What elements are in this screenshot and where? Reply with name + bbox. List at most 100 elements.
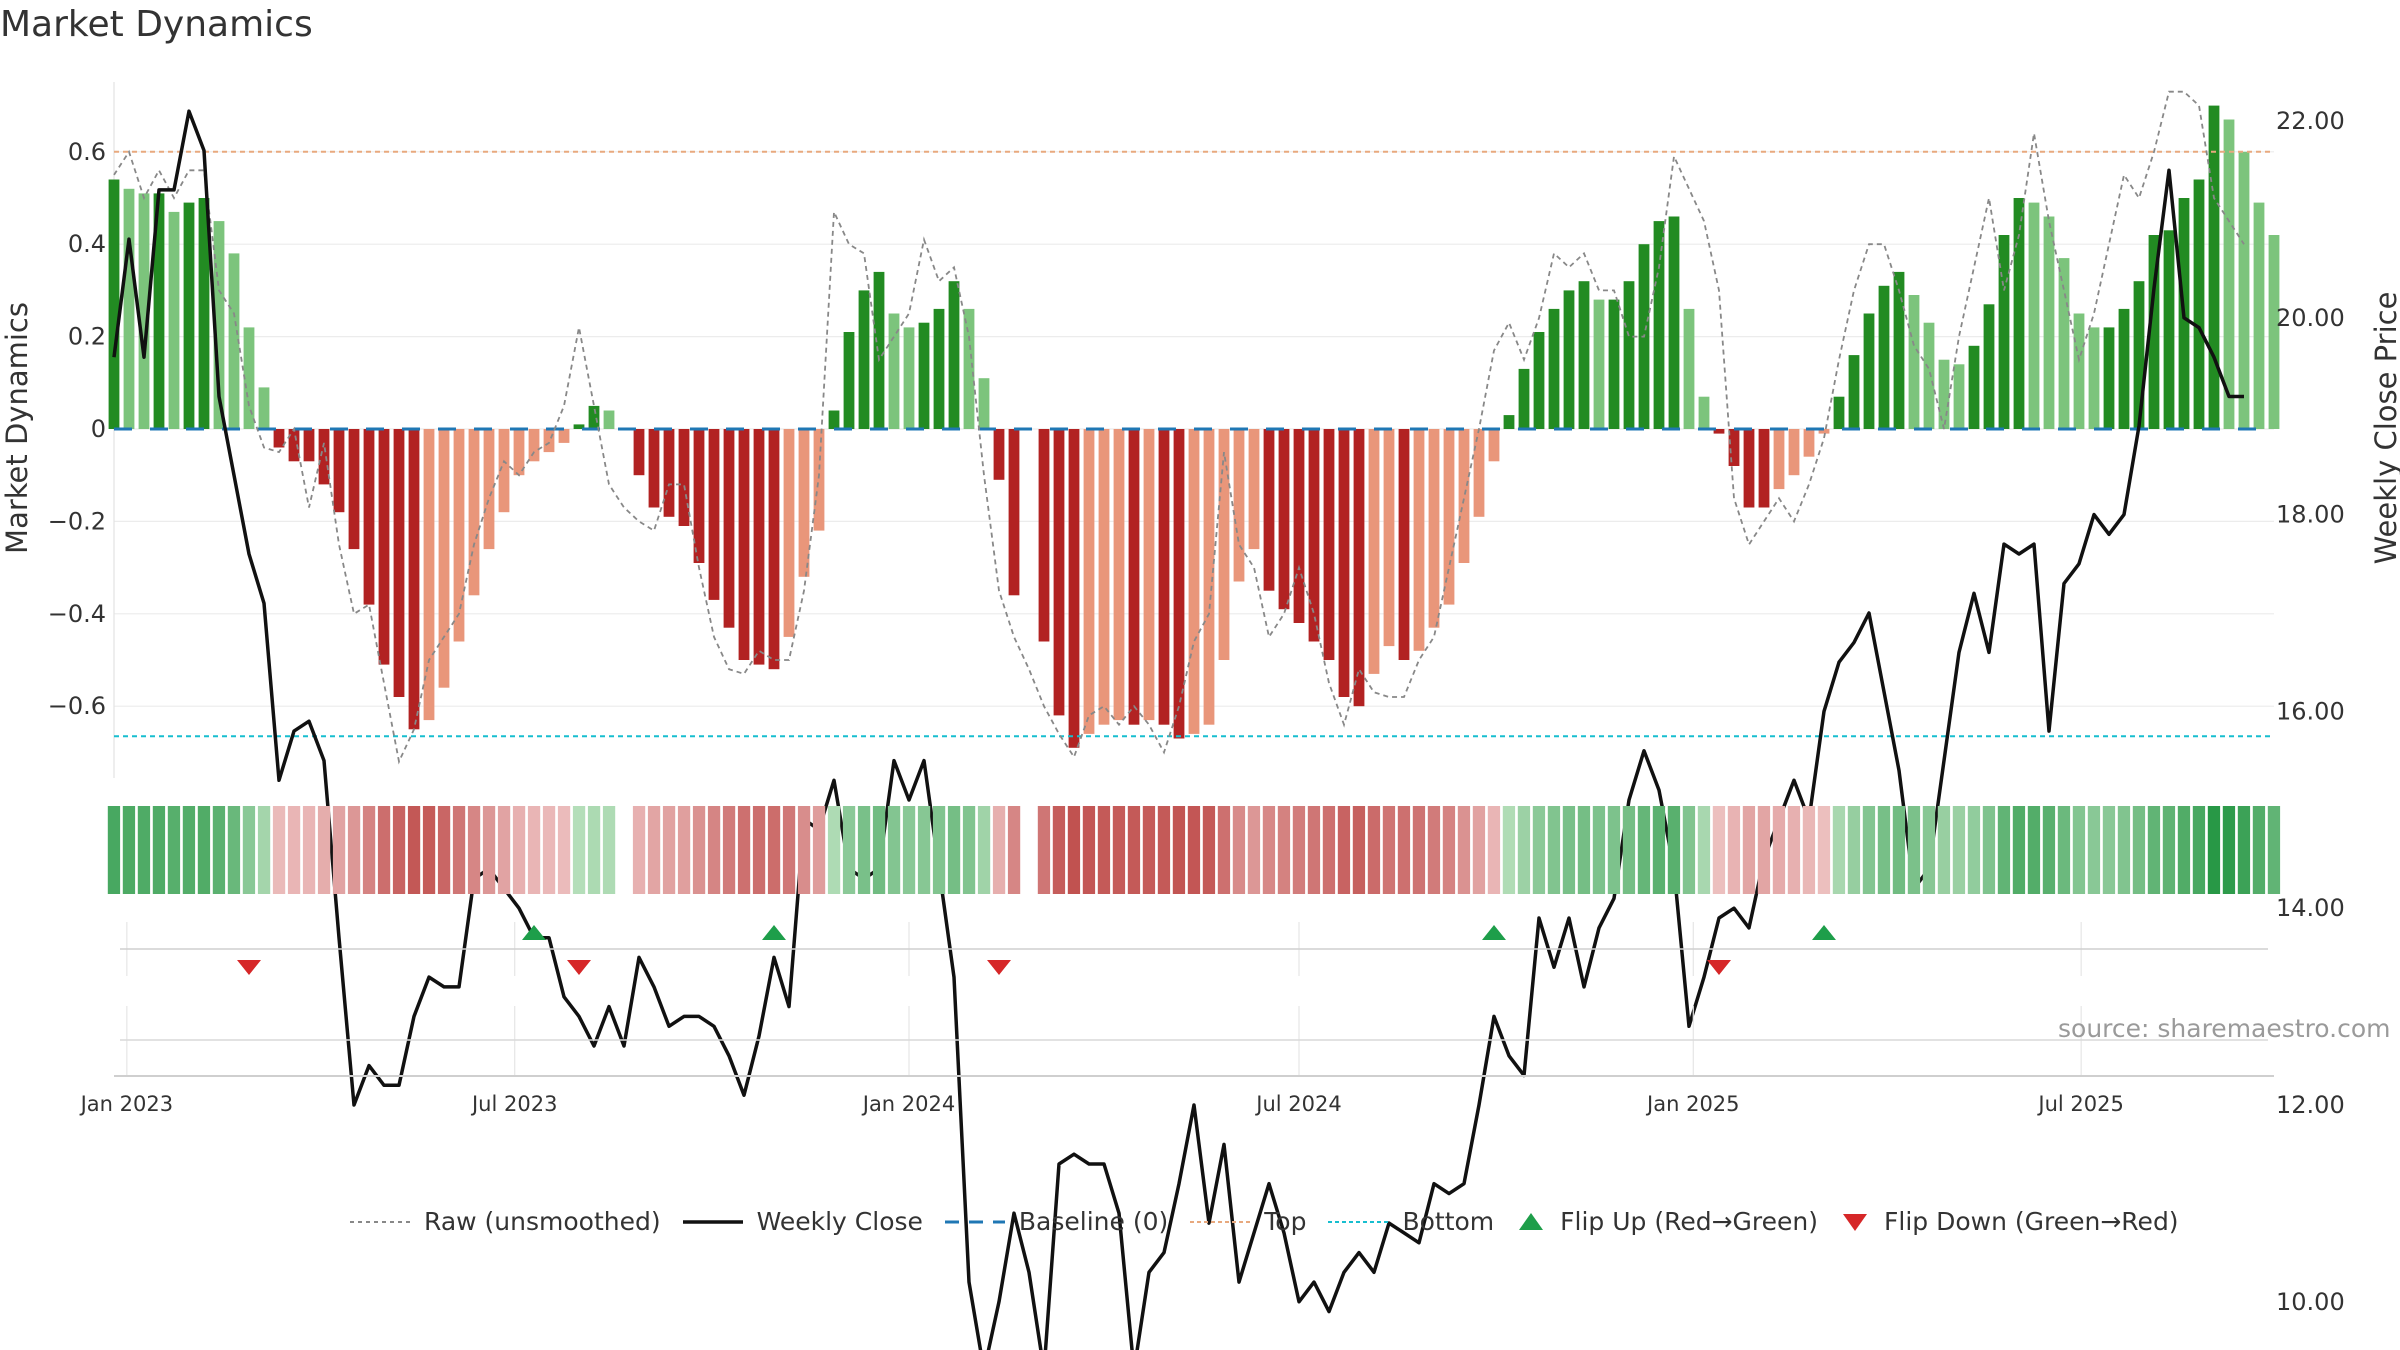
momentum-bar	[1143, 429, 1155, 721]
legend-item-flip-down: Flip Down (Green→Red)	[1840, 1207, 2179, 1236]
momentum-bar	[1803, 429, 1815, 457]
momentum-bar	[1383, 429, 1395, 647]
momentum-bar	[783, 429, 795, 637]
momentum-bar	[1593, 299, 1605, 429]
strip-cell	[362, 806, 376, 894]
y-tick-right: 20.00	[2276, 304, 2345, 332]
momentum-bar	[468, 429, 480, 596]
momentum-bar	[1983, 304, 1995, 429]
momentum-bar	[1503, 415, 1515, 429]
momentum-bar	[1998, 235, 2010, 429]
strip-cell	[1622, 806, 1636, 894]
y-ticks: 0.6 0.4 0.2 0 −0.2 −0.4 −0.6 22.00 20.00 18.00 16.…	[48, 107, 2345, 1316]
y-axis-label-left: Market Dynamics	[0, 302, 34, 554]
x-axis: Jan 2023 Jul 2023 Jan 2024 Jul 2024 Jan 2025…	[79, 1006, 2274, 1116]
momentum-bar	[1293, 429, 1305, 623]
strip-cell	[2072, 806, 2086, 894]
strip-cell	[1757, 806, 1771, 894]
strip-cell	[1727, 806, 1741, 894]
momentum-bar	[2103, 327, 2115, 429]
momentum-bar	[183, 202, 195, 429]
strip-cell	[2237, 806, 2251, 894]
momentum-bar	[123, 188, 135, 429]
momentum-bar	[693, 429, 705, 563]
strip-cell	[827, 806, 841, 894]
strip-cell	[767, 806, 781, 894]
flip-up-marker	[1812, 925, 1836, 940]
strip-cell	[2162, 806, 2176, 894]
y-tick-left: 0.2	[68, 323, 106, 351]
momentum-bar	[303, 429, 315, 462]
momentum-bar	[1473, 429, 1485, 517]
momentum-bar	[2028, 202, 2040, 429]
momentum-bar	[333, 429, 345, 513]
momentum-bar	[2088, 327, 2100, 429]
momentum-bar	[1308, 429, 1320, 642]
momentum-bar	[138, 193, 150, 429]
momentum-bar	[453, 429, 465, 642]
strip-cell	[932, 806, 946, 894]
strip-cell	[542, 806, 556, 894]
strip-cell	[2222, 806, 2236, 894]
momentum-bar	[1893, 271, 1905, 429]
strip-cell	[1187, 806, 1201, 894]
flip-down-marker	[987, 960, 1011, 975]
strip-cell	[1352, 806, 1366, 894]
strip-cell	[1367, 806, 1381, 894]
momentum-bar	[633, 429, 645, 476]
momentum-bar	[1338, 429, 1350, 697]
momentum-bar	[2223, 119, 2235, 429]
momentum-bar	[198, 198, 210, 429]
momentum-bar	[1863, 313, 1875, 429]
momentum-bar	[813, 429, 825, 531]
strip-cell	[212, 806, 226, 894]
strip-cell	[662, 806, 676, 894]
y-tick-right: 18.00	[2276, 501, 2345, 529]
momentum-bar	[1788, 429, 1800, 476]
strip-cell	[2177, 806, 2191, 894]
momentum-bar	[1008, 429, 1020, 596]
momentum-bar	[108, 179, 120, 429]
close-line-sample	[682, 1219, 743, 1224]
strip-cell	[167, 806, 181, 894]
momentum-bar	[408, 429, 420, 730]
strip-cell	[1982, 806, 1996, 894]
momentum-bar	[273, 429, 285, 448]
x-tick-label: Jan 2025	[1645, 1092, 1740, 1116]
strip-cell	[887, 806, 901, 894]
momentum-bar	[2163, 230, 2175, 429]
momentum-bars	[108, 105, 2280, 748]
strip-cell	[1052, 806, 1066, 894]
strip-cell	[2252, 806, 2266, 894]
momentum-bar	[378, 429, 390, 665]
momentum-bar	[318, 429, 330, 485]
strip-cell	[1322, 806, 1336, 894]
momentum-bar	[1413, 429, 1425, 651]
strip-cell	[1007, 806, 1021, 894]
momentum-bar	[2058, 258, 2070, 429]
strip-cell	[242, 806, 256, 894]
momentum-bar	[1578, 281, 1590, 429]
strip-cell	[347, 806, 361, 894]
strip-cell	[947, 806, 961, 894]
strip-cell	[1562, 806, 1576, 894]
x-tick-label: Jul 2024	[1254, 1092, 1341, 1116]
momentum-bar	[588, 405, 600, 429]
momentum-bar	[1878, 285, 1890, 429]
momentum-bar	[1098, 429, 1110, 725]
raw-line-sample	[350, 1220, 410, 1223]
momentum-bar	[1128, 429, 1140, 725]
momentum-bar	[1938, 359, 1950, 429]
momentum-bar	[2118, 308, 2130, 429]
strip-cell	[2267, 806, 2281, 894]
strip-cell	[1067, 806, 1081, 894]
momentum-bar	[1188, 429, 1200, 734]
strip-cell	[1997, 806, 2011, 894]
momentum-bar	[1488, 429, 1500, 462]
strip-cell	[1232, 806, 1246, 894]
strip-cell	[587, 806, 601, 894]
momentum-bar	[723, 429, 735, 628]
strip-cell	[452, 806, 466, 894]
momentum-bar	[1083, 429, 1095, 734]
strip-cell	[1202, 806, 1216, 894]
